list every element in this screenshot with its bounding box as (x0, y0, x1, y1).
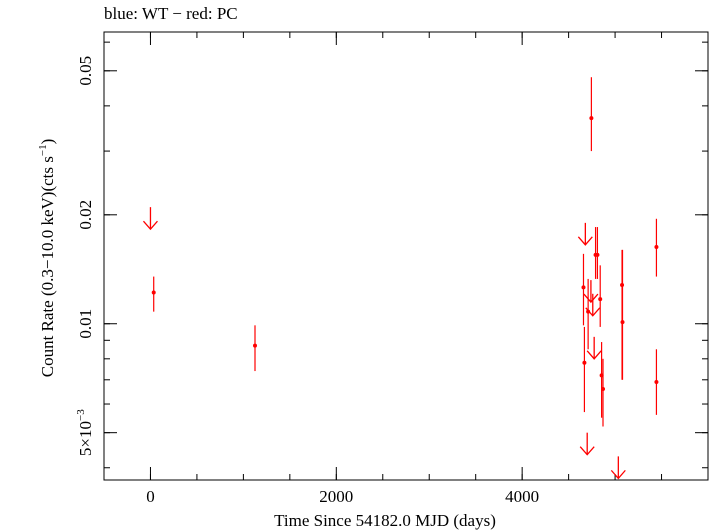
data-point (600, 387, 605, 392)
x-tick-label: 4000 (505, 487, 539, 506)
y-tick-label-base: 0.02 (76, 200, 95, 230)
data-point (654, 380, 659, 385)
data-point (620, 320, 625, 325)
data-point (598, 297, 603, 302)
upper-limit-arrow-head (579, 446, 595, 456)
y-tick-label-base: 0.05 (76, 56, 95, 86)
data-point (151, 290, 156, 295)
chart-title: blue: WT − red: PC (104, 4, 238, 23)
plot-frame (103, 31, 709, 481)
y-axis-label-exponent: −1 (37, 144, 49, 156)
y-tick-label-base: 0.01 (76, 309, 95, 339)
x-tick-label: 0 (146, 487, 155, 506)
y-tick-label: 0.01 (76, 309, 95, 339)
upper-limit-arrow-head (577, 236, 593, 246)
data-point (582, 360, 587, 365)
data-point (654, 244, 659, 249)
upper-limit-arrow-head (583, 293, 599, 304)
data-point (581, 285, 586, 290)
upper-limit-arrow-head (610, 469, 626, 480)
upper-limit-arrow-head (142, 220, 158, 231)
data-point (595, 252, 600, 257)
x-axis-label: Time Since 54182.0 MJD (days) (274, 511, 496, 530)
y-axis-label: Count Rate (0.3−10.0 keV)(cts s−1) (37, 139, 57, 378)
axis-tick-labels: 0 2000 4000 5×10−3 0.01 0.02 0.05 (75, 56, 539, 506)
y-tick-label: 0.05 (76, 56, 95, 86)
x-tick-label: 2000 (319, 487, 353, 506)
data-marks (142, 77, 659, 480)
axis-ticks (103, 32, 709, 480)
y-tick-label-exponent: −3 (75, 409, 87, 421)
upper-limit-arrow-head (585, 307, 601, 317)
y-axis-label-close: ) (38, 139, 57, 145)
y-tick-label: 0.02 (76, 200, 95, 230)
data-point (253, 343, 257, 348)
y-tick-label-base: 5×10 (76, 421, 95, 456)
upper-limit-arrow-head (586, 350, 602, 360)
data-point (589, 116, 594, 121)
y-axis-label-main: Count Rate (0.3−10.0 keV)(cts s (38, 156, 57, 377)
y-tick-label: 5×10−3 (75, 409, 95, 456)
